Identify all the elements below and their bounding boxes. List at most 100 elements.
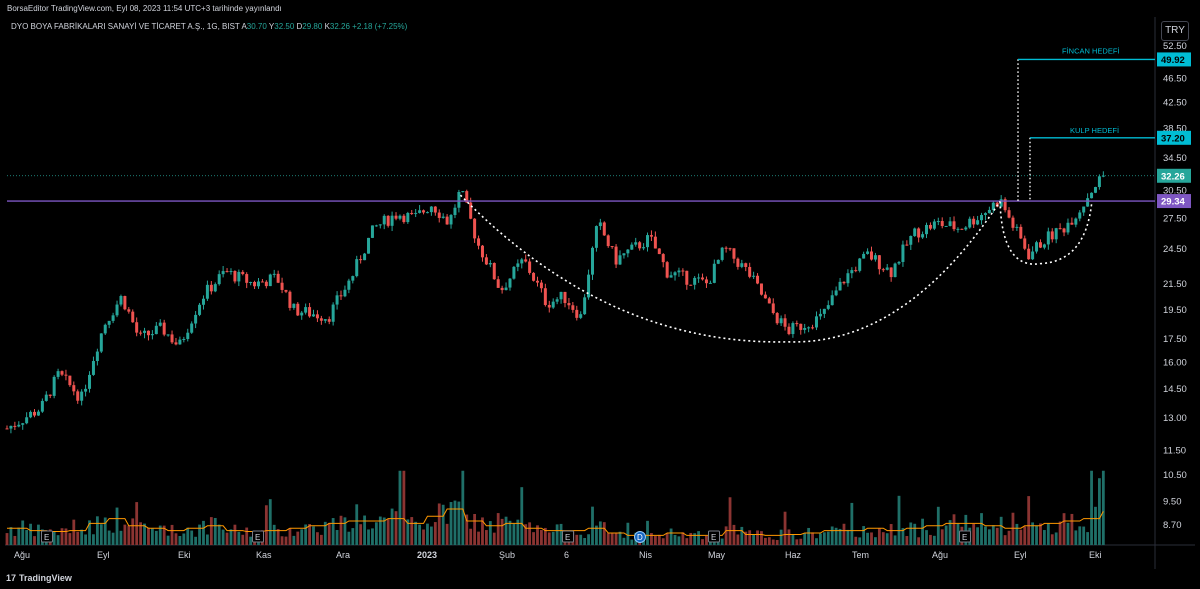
currency-button[interactable]: TRY xyxy=(1161,21,1189,41)
candle-body xyxy=(374,225,378,227)
candle-body xyxy=(740,263,744,267)
volume-bar xyxy=(1070,513,1074,545)
candle-body xyxy=(1015,226,1019,228)
candle-body xyxy=(508,278,512,288)
candle-body xyxy=(956,228,960,230)
candle-body xyxy=(748,266,752,277)
candle-body xyxy=(685,270,689,285)
candle-body xyxy=(795,323,799,325)
candle-body xyxy=(567,303,571,306)
candle-body xyxy=(445,216,449,225)
candle-body xyxy=(190,323,194,333)
candle-body xyxy=(712,263,716,283)
candle-body xyxy=(292,303,296,308)
candle-body xyxy=(390,215,394,226)
volume-bar xyxy=(877,528,881,545)
candle-body xyxy=(803,327,807,330)
candle-body xyxy=(461,191,465,193)
candle-body xyxy=(477,238,481,246)
volume-bar xyxy=(1090,470,1093,545)
candle-body xyxy=(355,259,359,277)
volume-bar xyxy=(697,531,700,545)
candle-body xyxy=(881,269,885,271)
volume-bar xyxy=(37,524,40,545)
candle-body xyxy=(315,314,319,319)
volume-bar xyxy=(642,540,645,545)
volume-bar xyxy=(150,528,154,545)
volume-bar xyxy=(909,522,913,545)
volume-bar xyxy=(771,539,775,545)
candle-body xyxy=(327,319,331,322)
candle-body xyxy=(932,221,936,229)
candle-body xyxy=(744,263,748,267)
volume-bar xyxy=(579,534,583,545)
candle-body xyxy=(991,202,995,210)
handle-target-name: KULP HEDEFİ xyxy=(1070,126,1119,135)
candle-body xyxy=(25,417,29,424)
volume-bar xyxy=(319,534,323,545)
candle-body xyxy=(543,288,547,305)
volume-bar xyxy=(524,524,528,545)
volume-bar xyxy=(386,519,390,545)
volume-bar xyxy=(516,519,520,545)
candle-body xyxy=(646,235,650,248)
candle-body xyxy=(638,242,642,249)
candle-body xyxy=(422,210,426,213)
price-axis-label: 38.50 xyxy=(1163,124,1187,135)
candle-body xyxy=(264,281,268,287)
close-label: K xyxy=(324,22,330,31)
candle-body xyxy=(201,298,205,305)
candle-body xyxy=(976,220,980,225)
volume-bar xyxy=(728,497,732,545)
volume-bar xyxy=(948,520,952,545)
candle-body xyxy=(304,307,308,313)
candle-body xyxy=(127,309,131,312)
volume-bar xyxy=(972,523,976,545)
candle-body xyxy=(150,334,154,336)
volume-bar xyxy=(56,535,60,545)
volume-bar xyxy=(304,524,308,545)
price-axis-label: 14.50 xyxy=(1163,384,1187,395)
tradingview-logo[interactable]: 17 TradingView xyxy=(6,573,72,583)
volume-bar xyxy=(178,535,182,545)
chart-frame[interactable] xyxy=(5,17,1195,569)
volume-bar xyxy=(13,535,17,545)
candle-body xyxy=(209,284,213,292)
volume-bar xyxy=(595,525,598,545)
volume-bar xyxy=(547,532,551,545)
resistance-price-tag: 29.34 xyxy=(1161,197,1185,208)
volume-bar xyxy=(701,539,704,545)
volume-bar xyxy=(374,522,378,545)
candle-body xyxy=(535,280,539,283)
candle-body xyxy=(217,274,221,285)
candle-body xyxy=(571,305,575,310)
candle-body xyxy=(351,276,355,281)
volume-bar xyxy=(190,530,194,545)
candle-body xyxy=(339,295,343,297)
candle-body xyxy=(756,275,760,284)
volume-bar xyxy=(394,511,398,545)
candle-body xyxy=(901,244,905,262)
volume-bar xyxy=(555,524,559,545)
volume-bar xyxy=(5,533,9,545)
volume-bar xyxy=(406,519,410,545)
volume-bar xyxy=(756,530,759,545)
volume-bar xyxy=(508,520,512,545)
candle-body xyxy=(370,225,374,238)
volume-bar xyxy=(661,538,665,545)
volume-bar xyxy=(512,523,516,545)
candle-body xyxy=(1082,206,1086,213)
volume-bar xyxy=(347,531,351,545)
volume-bar xyxy=(217,524,221,545)
volume-bar xyxy=(206,534,209,545)
volume-bar xyxy=(437,503,441,545)
volume-bar xyxy=(822,532,826,545)
candle-body xyxy=(724,247,728,249)
volume-bar xyxy=(646,520,649,545)
candle-body xyxy=(158,322,162,326)
volume-bar xyxy=(917,537,921,545)
candle-body xyxy=(779,318,783,324)
candle-body xyxy=(1035,242,1039,252)
volume-bar xyxy=(351,528,355,545)
